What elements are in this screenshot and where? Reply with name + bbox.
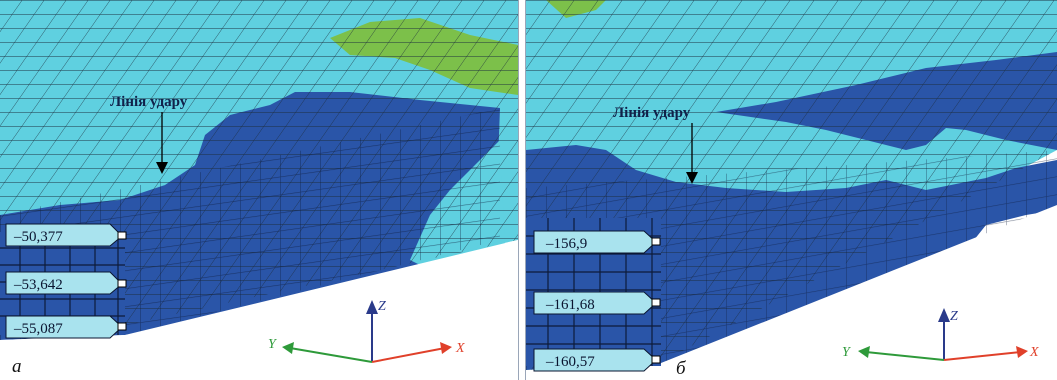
impact-arrow-head bbox=[686, 172, 698, 184]
impact-line-label: Лінія удару bbox=[110, 94, 188, 110]
axis-y-label: Y bbox=[842, 345, 852, 360]
value-tag-text: –50,377 bbox=[13, 229, 63, 245]
value-tag: –156,9 bbox=[533, 230, 661, 254]
value-tag-text: –55,087 bbox=[13, 321, 63, 337]
axis-y-label: Y bbox=[268, 337, 278, 352]
value-tag-text: –161,68 bbox=[545, 297, 595, 313]
value-tag: –53,642 bbox=[5, 271, 127, 295]
axis-x-label: X bbox=[455, 341, 465, 356]
panel-b: Лінія удару –156,9 –161,68 –160,57 bbox=[526, 0, 1057, 380]
impact-line-label: Лінія удару bbox=[613, 105, 691, 121]
panel-letter: б bbox=[676, 358, 687, 379]
impact-arrow-head bbox=[156, 162, 168, 174]
floor bbox=[0, 240, 518, 380]
value-tag: –161,68 bbox=[533, 291, 661, 315]
panel-divider bbox=[518, 0, 526, 380]
axis-z-label: Z bbox=[378, 299, 386, 314]
axis-x-label: X bbox=[1029, 345, 1039, 360]
value-tag-text: –53,642 bbox=[13, 277, 63, 293]
axis-triad: Z X Y bbox=[268, 299, 465, 363]
panel-a: Лінія удару –50,377 –53,642 –55,087 bbox=[0, 0, 518, 380]
value-tag-text: –160,57 bbox=[545, 354, 595, 370]
panel-b-render: Лінія удару –156,9 –161,68 –160,57 bbox=[526, 0, 1057, 380]
value-tag: –55,087 bbox=[5, 315, 127, 339]
panel-letter: а bbox=[12, 356, 22, 377]
value-tag: –160,57 bbox=[533, 348, 661, 372]
panel-a-render: Лінія удару –50,377 –53,642 –55,087 bbox=[0, 0, 518, 380]
value-tag: –50,377 bbox=[5, 223, 127, 247]
value-tag-text: –156,9 bbox=[545, 236, 587, 252]
axis-z-label: Z bbox=[950, 309, 958, 324]
axis-triad: Z X Y bbox=[842, 308, 1039, 361]
floor bbox=[526, 205, 1057, 380]
